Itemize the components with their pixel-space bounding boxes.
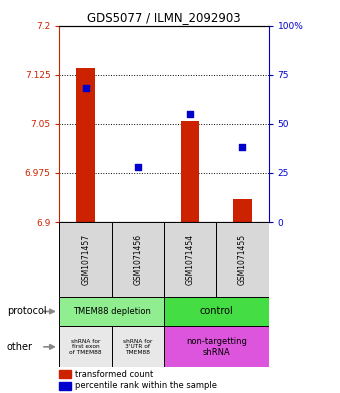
Bar (112, 222, 164, 297)
Bar (233, 199, 252, 222)
Text: GSM1071456: GSM1071456 (133, 234, 142, 285)
Point (83, 85, 88, 92)
Bar (59, 382, 71, 390)
Bar (59, 370, 71, 378)
Text: transformed count: transformed count (75, 369, 153, 378)
Text: GSM1071455: GSM1071455 (238, 234, 247, 285)
Text: other: other (7, 342, 33, 352)
Bar (59, 297, 164, 326)
Point (135, 164, 141, 170)
Bar (76, 68, 95, 222)
Bar (59, 222, 112, 297)
Text: GSM1071454: GSM1071454 (186, 234, 195, 285)
Bar (164, 297, 269, 326)
Text: control: control (200, 307, 233, 316)
Text: percentile rank within the sample: percentile rank within the sample (75, 381, 217, 390)
Point (187, 111, 193, 117)
Bar (112, 326, 164, 367)
Text: non-targetting
shRNA: non-targetting shRNA (186, 337, 247, 356)
Text: protocol: protocol (7, 307, 47, 316)
Title: GDS5077 / ILMN_2092903: GDS5077 / ILMN_2092903 (87, 11, 241, 24)
Bar (164, 222, 216, 297)
Bar (216, 222, 269, 297)
Text: TMEM88 depletion: TMEM88 depletion (73, 307, 151, 316)
Text: shRNA for
3'UTR of
TMEM88: shRNA for 3'UTR of TMEM88 (123, 338, 153, 355)
Bar (164, 326, 269, 367)
Text: GSM1071457: GSM1071457 (81, 234, 90, 285)
Bar (181, 121, 199, 222)
Bar (59, 326, 112, 367)
Text: shRNA for
first exon
of TMEM88: shRNA for first exon of TMEM88 (69, 338, 102, 355)
Point (240, 144, 245, 151)
